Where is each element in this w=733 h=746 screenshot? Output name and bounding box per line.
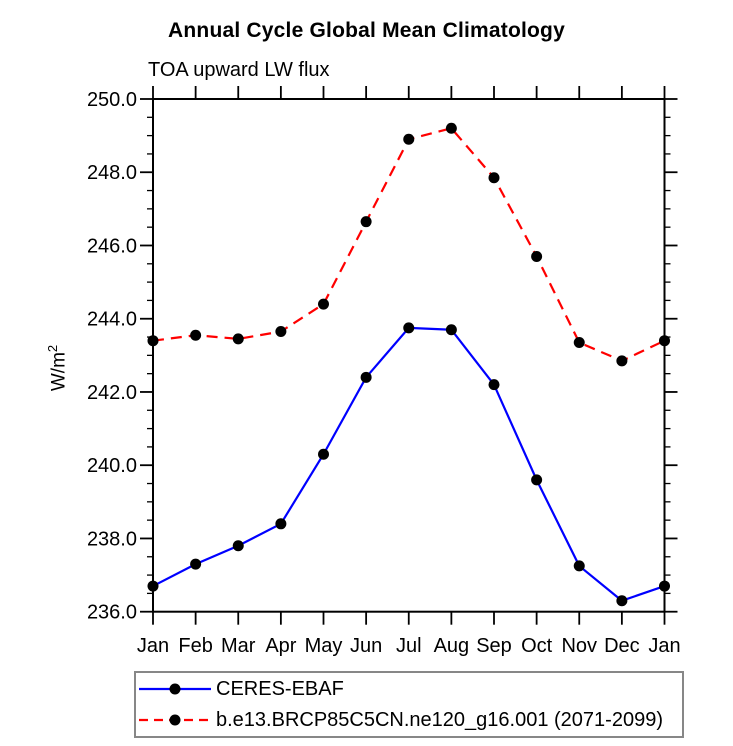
data-point-marker xyxy=(318,298,329,310)
legend-item-model-run: b.e13.BRCP85C5CN.ne120_g16.001 (2071-209… xyxy=(136,705,682,736)
data-point-marker xyxy=(147,580,159,592)
data-point-marker xyxy=(573,560,585,572)
x-tick-label: Jul xyxy=(396,635,422,657)
data-point-marker xyxy=(659,580,670,592)
y-tick-label: 244.0 xyxy=(87,309,137,331)
data-point-marker xyxy=(573,337,585,349)
data-point-marker xyxy=(190,329,202,341)
y-tick-label: 242.0 xyxy=(87,382,137,404)
x-tick-label: Jun xyxy=(350,635,382,657)
x-tick-label: Jan xyxy=(648,635,680,657)
data-point-marker xyxy=(360,216,372,228)
legend-label: b.e13.BRCP85C5CN.ne120_g16.001 (2071-209… xyxy=(216,708,663,731)
data-point-marker xyxy=(531,474,543,486)
data-point-marker xyxy=(488,379,500,391)
data-point-marker xyxy=(403,133,415,145)
x-tick-label: Mar xyxy=(221,635,256,657)
x-tick-label: Aug xyxy=(434,635,470,657)
x-tick-label: Apr xyxy=(265,635,296,657)
x-tick-label: Oct xyxy=(521,635,553,657)
x-tick-label: Sep xyxy=(476,635,512,657)
data-point-marker xyxy=(275,518,287,530)
series-line xyxy=(152,326,665,602)
x-tick-label: Feb xyxy=(178,635,212,657)
x-tick-label: May xyxy=(305,635,343,657)
data-point-marker xyxy=(616,595,628,607)
axis-frame xyxy=(152,98,666,613)
data-point-marker xyxy=(360,371,372,383)
y-tick-label: 240.0 xyxy=(87,455,137,477)
y-tick-label: 250.0 xyxy=(87,89,137,111)
data-point-marker xyxy=(445,122,457,134)
y-tick-label: 246.0 xyxy=(87,235,137,257)
data-point-marker xyxy=(232,333,244,345)
legend-dashed-line-sample xyxy=(139,714,211,726)
legend-solid-line-sample xyxy=(139,683,211,695)
data-point-marker xyxy=(232,540,244,552)
x-tick-label: Nov xyxy=(561,635,597,657)
legend-item-ceres-ebaf: CERES-EBAF xyxy=(136,674,682,705)
chart-subtitle: TOA upward LW flux xyxy=(148,59,330,81)
data-point-marker xyxy=(403,322,415,334)
data-point-marker xyxy=(488,172,500,184)
data-point-marker xyxy=(190,558,202,570)
legend-label: CERES-EBAF xyxy=(216,677,344,700)
data-point-marker xyxy=(275,326,287,338)
x-tick-label: Jan xyxy=(137,635,169,657)
y-tick-label: 236.0 xyxy=(87,602,137,624)
data-point-marker xyxy=(147,335,159,347)
data-point-marker xyxy=(616,355,628,367)
y-tick-label: 238.0 xyxy=(87,528,137,550)
data-point-marker xyxy=(445,324,457,336)
data-point-marker xyxy=(531,250,543,262)
y-tick-label: 248.0 xyxy=(87,162,137,184)
data-point-marker xyxy=(659,335,670,347)
legend: CERES-EBAF b.e13.BRCP85C5CN.ne120_g16.00… xyxy=(134,671,684,738)
chart-title: Annual Cycle Global Mean Climatology xyxy=(168,19,565,42)
x-tick-label: Dec xyxy=(604,635,640,657)
data-point-marker xyxy=(318,448,329,460)
